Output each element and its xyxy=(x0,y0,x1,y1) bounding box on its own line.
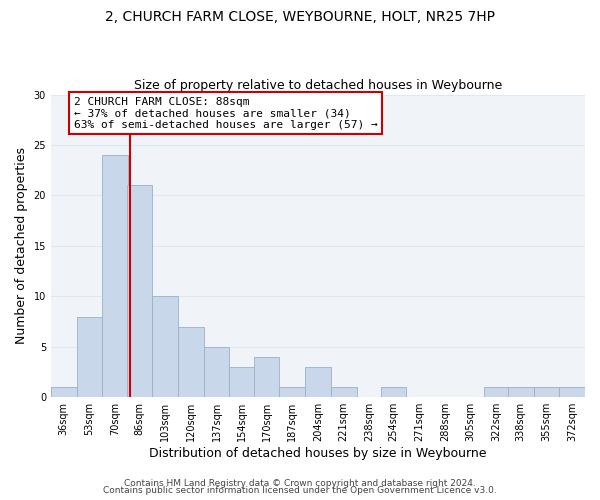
Y-axis label: Number of detached properties: Number of detached properties xyxy=(15,148,28,344)
Bar xyxy=(280,387,305,397)
Bar xyxy=(204,347,229,397)
Bar xyxy=(533,387,559,397)
Text: Contains public sector information licensed under the Open Government Licence v3: Contains public sector information licen… xyxy=(103,486,497,495)
Bar xyxy=(178,326,204,397)
Bar xyxy=(254,357,280,397)
Bar xyxy=(127,186,152,397)
Title: Size of property relative to detached houses in Weybourne: Size of property relative to detached ho… xyxy=(134,79,502,92)
Bar xyxy=(229,367,255,397)
Bar xyxy=(305,367,331,397)
Bar xyxy=(508,387,533,397)
Text: 2, CHURCH FARM CLOSE, WEYBOURNE, HOLT, NR25 7HP: 2, CHURCH FARM CLOSE, WEYBOURNE, HOLT, N… xyxy=(105,10,495,24)
Bar xyxy=(51,387,77,397)
X-axis label: Distribution of detached houses by size in Weybourne: Distribution of detached houses by size … xyxy=(149,447,487,460)
Bar xyxy=(381,387,406,397)
Bar xyxy=(152,296,178,397)
Bar xyxy=(559,387,585,397)
Bar xyxy=(103,155,128,397)
Bar xyxy=(77,316,103,397)
Bar xyxy=(331,387,356,397)
Bar xyxy=(484,387,509,397)
Text: Contains HM Land Registry data © Crown copyright and database right 2024.: Contains HM Land Registry data © Crown c… xyxy=(124,478,476,488)
Text: 2 CHURCH FARM CLOSE: 88sqm
← 37% of detached houses are smaller (34)
63% of semi: 2 CHURCH FARM CLOSE: 88sqm ← 37% of deta… xyxy=(74,96,377,130)
